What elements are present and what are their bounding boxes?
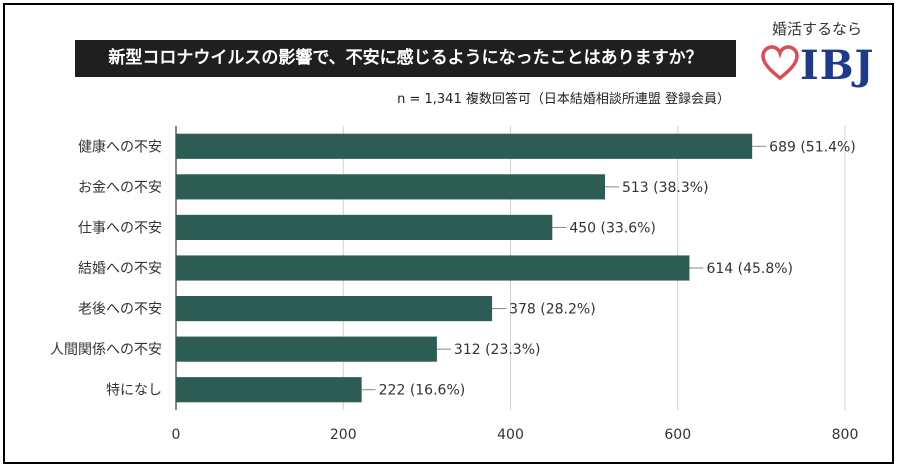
- data-label: 689 (51.4%): [769, 139, 856, 155]
- logo-tagline: 婚活するなら: [771, 20, 862, 38]
- bar: [176, 174, 605, 200]
- data-label: 378 (28.2%): [509, 302, 596, 318]
- category-label: 健康への不安: [78, 138, 162, 155]
- x-tick-label: 600: [664, 427, 691, 443]
- bar: [176, 133, 753, 159]
- bar: [176, 255, 690, 281]
- x-tick-label: 200: [330, 427, 357, 443]
- x-tick-label: 800: [832, 427, 859, 443]
- bar: [176, 295, 493, 322]
- chart-subtitle: n = 1,341 複数回答可（日本結婚相談所連盟 登録会員）: [397, 92, 730, 107]
- data-label: 222 (16.6%): [379, 383, 466, 399]
- category-label: 結婚への不安: [78, 261, 162, 277]
- x-tick-label: 400: [497, 427, 524, 443]
- bar: [176, 214, 553, 241]
- category-label: 特になし: [106, 383, 162, 399]
- category-label: 人間関係への不安: [50, 342, 162, 358]
- chart-title: 新型コロナウイルスの影響で、不安に感じるようになったことはありますか？: [75, 40, 736, 77]
- category-label: 仕事への不安: [78, 220, 162, 236]
- data-label: 513 (38.3%): [622, 180, 709, 196]
- data-label: 312 (23.3%): [454, 342, 541, 358]
- bar: [176, 336, 437, 362]
- category-label: お金への不安: [78, 180, 162, 196]
- ibj-logo: 婚活するなら IBJ: [752, 18, 882, 108]
- data-label: 450 (33.6%): [569, 220, 656, 236]
- category-label: 老後への不安: [78, 302, 162, 318]
- bar: [176, 377, 362, 403]
- heart-icon: [761, 45, 799, 81]
- x-tick-label: 0: [172, 427, 181, 443]
- logo-text: IBJ: [800, 42, 875, 89]
- data-label: 614 (45.8%): [706, 261, 793, 277]
